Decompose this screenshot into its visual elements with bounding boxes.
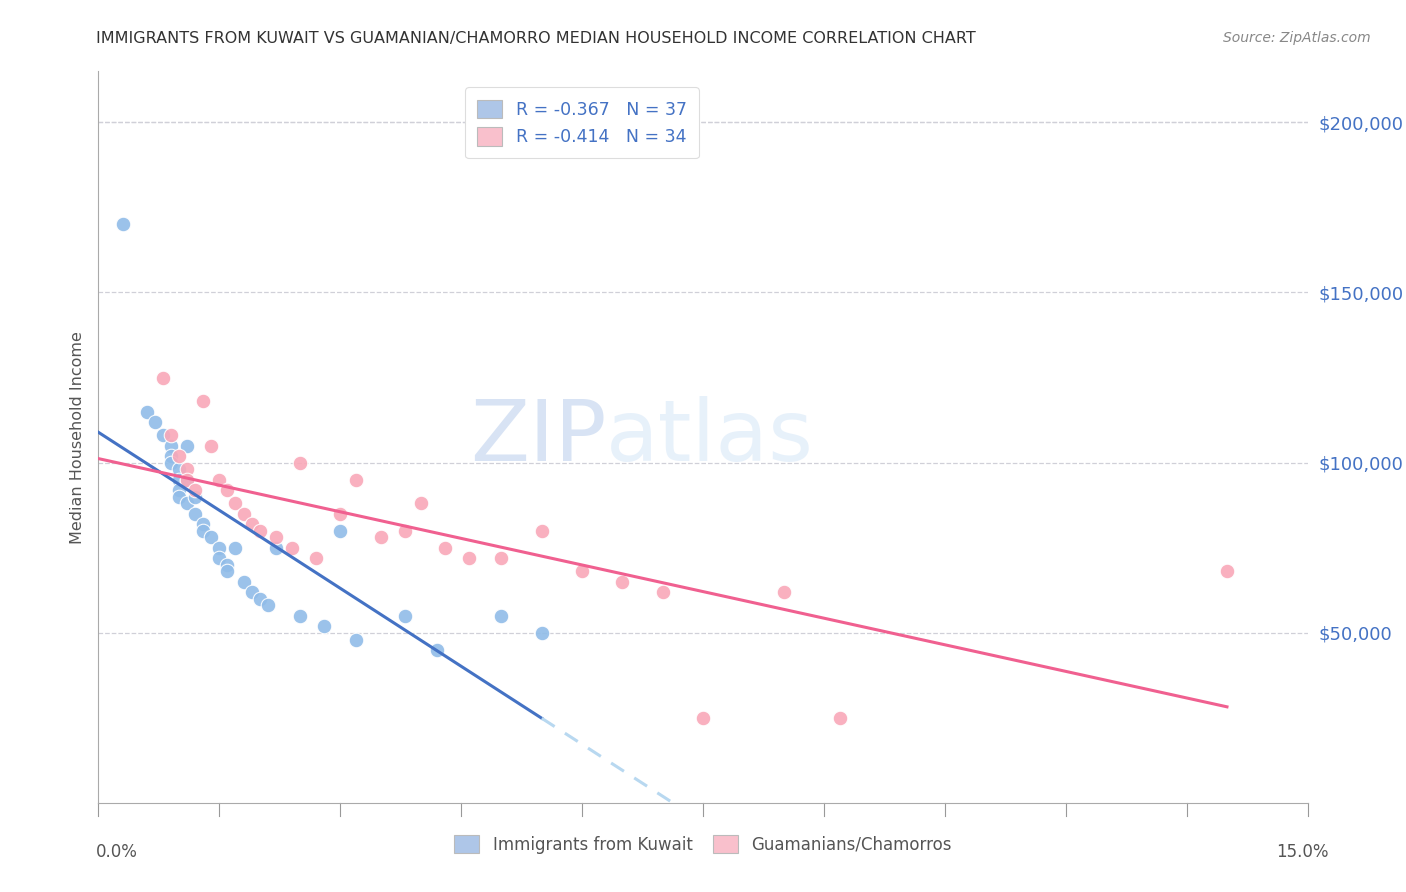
Point bbox=[135, 404, 157, 418]
Point bbox=[491, 608, 513, 623]
Point bbox=[530, 625, 553, 640]
Point bbox=[1216, 565, 1239, 579]
Point bbox=[111, 218, 134, 232]
Point bbox=[184, 490, 207, 504]
Point bbox=[200, 439, 222, 453]
Point bbox=[426, 642, 449, 657]
Text: IMMIGRANTS FROM KUWAIT VS GUAMANIAN/CHAMORRO MEDIAN HOUSEHOLD INCOME CORRELATION: IMMIGRANTS FROM KUWAIT VS GUAMANIAN/CHAM… bbox=[96, 31, 976, 46]
Point bbox=[167, 490, 190, 504]
Point bbox=[217, 565, 239, 579]
Y-axis label: Median Household Income: Median Household Income bbox=[69, 331, 84, 543]
Point bbox=[176, 439, 198, 453]
Text: atlas: atlas bbox=[606, 395, 814, 479]
Point bbox=[394, 524, 416, 538]
Point bbox=[193, 516, 215, 531]
Point bbox=[176, 462, 198, 476]
Point bbox=[772, 585, 794, 599]
Point bbox=[224, 541, 246, 555]
Point bbox=[458, 550, 481, 565]
Point bbox=[167, 449, 190, 463]
Point bbox=[571, 565, 593, 579]
Point bbox=[434, 541, 457, 555]
Point bbox=[217, 558, 239, 572]
Point bbox=[329, 524, 352, 538]
Point bbox=[305, 550, 328, 565]
Point bbox=[208, 473, 231, 487]
Point bbox=[160, 456, 183, 470]
Legend: Immigrants from Kuwait, Guamanians/Chamorros: Immigrants from Kuwait, Guamanians/Chamo… bbox=[449, 829, 957, 860]
Point bbox=[314, 619, 336, 633]
Point bbox=[828, 711, 851, 725]
Point bbox=[184, 507, 207, 521]
Point bbox=[370, 531, 392, 545]
Text: ZIP: ZIP bbox=[470, 395, 606, 479]
Point bbox=[184, 483, 207, 497]
Point bbox=[249, 591, 271, 606]
Point bbox=[612, 574, 634, 589]
Text: 0.0%: 0.0% bbox=[96, 843, 138, 861]
Point bbox=[167, 462, 190, 476]
Point bbox=[208, 550, 231, 565]
Text: Source: ZipAtlas.com: Source: ZipAtlas.com bbox=[1223, 31, 1371, 45]
Point bbox=[224, 496, 246, 510]
Point bbox=[264, 531, 287, 545]
Point bbox=[208, 541, 231, 555]
Point bbox=[394, 608, 416, 623]
Point bbox=[264, 541, 287, 555]
Point bbox=[160, 439, 183, 453]
Point bbox=[217, 483, 239, 497]
Point bbox=[232, 507, 254, 521]
Point bbox=[256, 599, 278, 613]
Point bbox=[344, 632, 367, 647]
Point bbox=[176, 496, 198, 510]
Point bbox=[651, 585, 673, 599]
Point bbox=[152, 428, 174, 442]
Text: 15.0%: 15.0% bbox=[1277, 843, 1329, 861]
Point bbox=[167, 483, 190, 497]
Point bbox=[288, 456, 311, 470]
Point bbox=[249, 524, 271, 538]
Point bbox=[176, 473, 198, 487]
Point bbox=[409, 496, 432, 510]
Point bbox=[281, 541, 304, 555]
Point bbox=[491, 550, 513, 565]
Point bbox=[167, 473, 190, 487]
Point bbox=[344, 473, 367, 487]
Point bbox=[200, 531, 222, 545]
Point bbox=[160, 428, 183, 442]
Point bbox=[193, 524, 215, 538]
Point bbox=[692, 711, 714, 725]
Point bbox=[240, 516, 263, 531]
Point bbox=[193, 394, 215, 409]
Point bbox=[143, 415, 166, 429]
Point bbox=[160, 449, 183, 463]
Point bbox=[530, 524, 553, 538]
Point bbox=[329, 507, 352, 521]
Point bbox=[176, 473, 198, 487]
Point bbox=[152, 370, 174, 384]
Point bbox=[232, 574, 254, 589]
Point bbox=[240, 585, 263, 599]
Point bbox=[288, 608, 311, 623]
